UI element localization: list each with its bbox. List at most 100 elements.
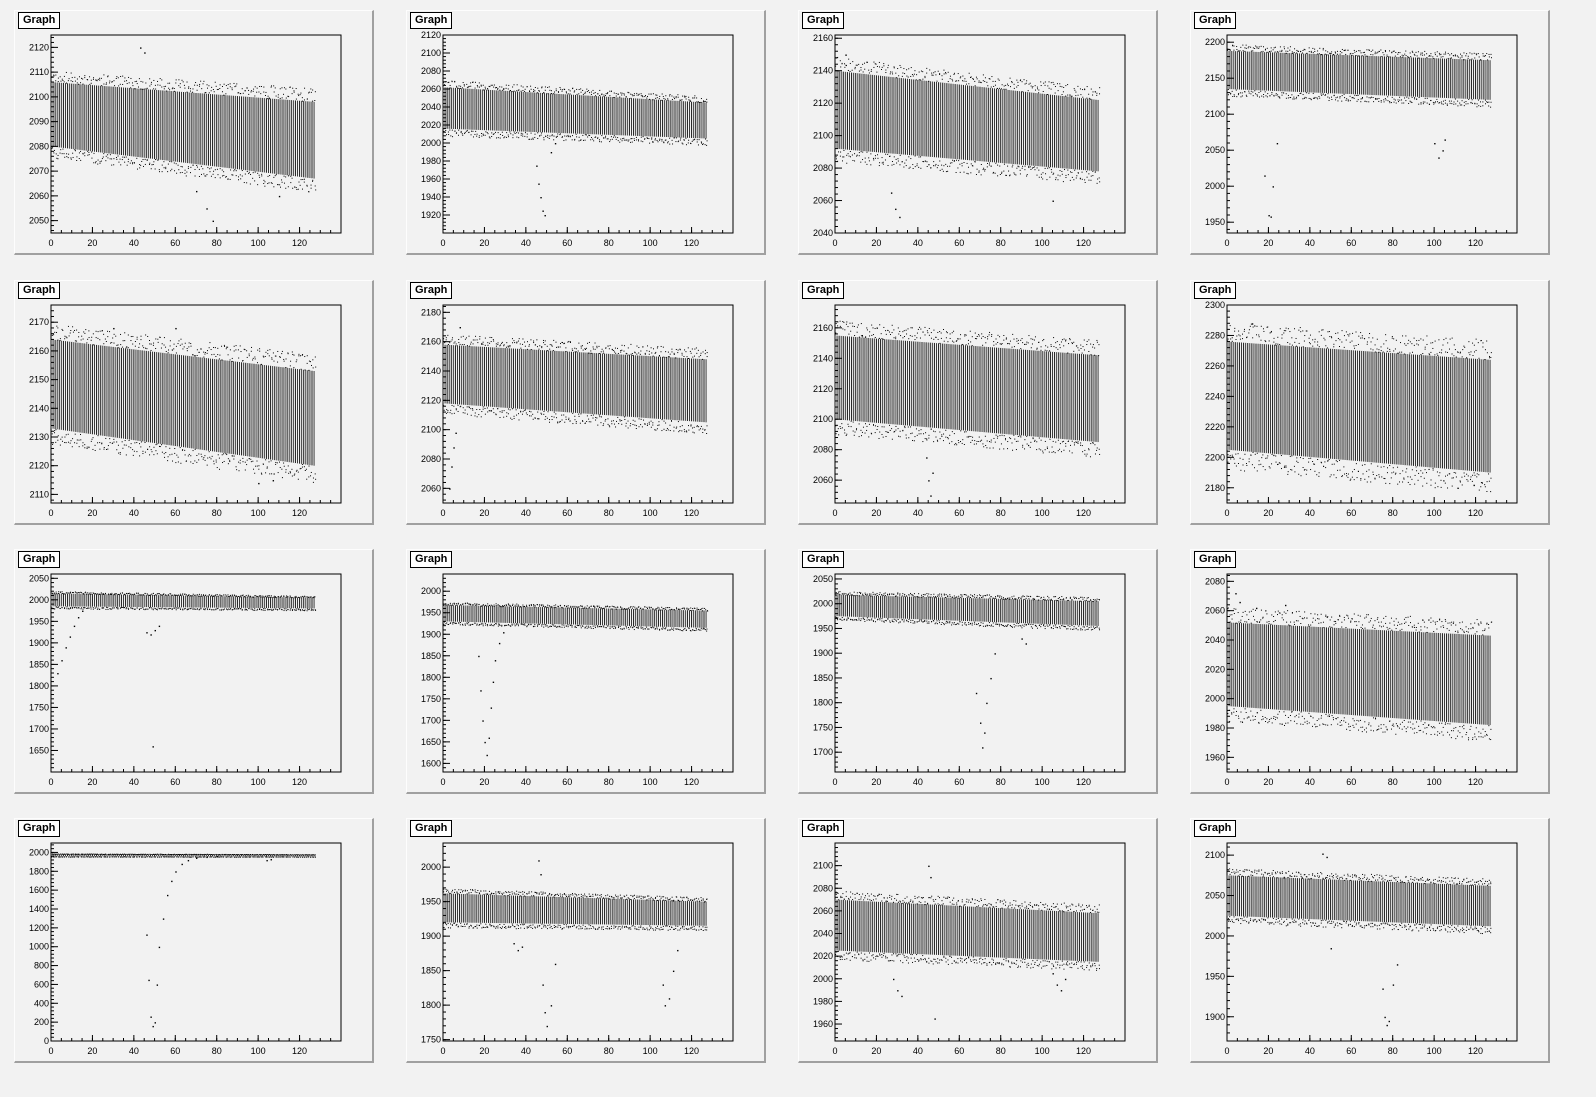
data-point [1231, 90, 1233, 92]
data-point [1322, 93, 1324, 95]
data-point [932, 74, 934, 76]
graph-pad-7[interactable]: 0 20 40 60 80 100 120 2060 2080 2100 2120 2140 2160 G… [798, 280, 1158, 525]
data-point [970, 441, 972, 443]
data-point [959, 77, 961, 79]
data-point [1032, 437, 1034, 439]
data-point [696, 101, 698, 103]
graph-pad-3[interactable]: 0 20 40 60 80 100 120 2040 2060 2080 2100 2120 2140 2… [798, 10, 1158, 255]
data-point [455, 409, 457, 411]
data-point [67, 325, 69, 327]
data-point [130, 447, 132, 449]
data-point [842, 328, 844, 330]
data-point [501, 410, 503, 412]
data-point [872, 327, 874, 329]
data-point [551, 344, 553, 346]
data-point [698, 356, 700, 358]
data-point [506, 412, 508, 414]
data-point [1467, 55, 1469, 57]
data-point [883, 63, 885, 65]
data-point [529, 90, 531, 92]
data-point [167, 82, 169, 84]
data-point [617, 347, 619, 349]
data-point [675, 137, 677, 139]
data-point [529, 410, 531, 412]
data-point [1007, 441, 1009, 443]
data-point [279, 88, 281, 90]
data-point [270, 86, 272, 88]
data-point [283, 358, 285, 360]
data-point [1024, 439, 1026, 441]
data-point [1236, 49, 1238, 51]
data-point [949, 165, 951, 167]
data-points [834, 320, 1101, 497]
data-point [1237, 94, 1239, 96]
data-point [260, 93, 262, 95]
data-point [285, 358, 287, 360]
data-point [548, 86, 550, 88]
data-point [543, 92, 545, 94]
data-point [848, 155, 850, 157]
graph-pad-1[interactable]: 0 20 40 60 80 100 120 2050 2060 2070 2080 2090 2100 2… [14, 10, 374, 255]
graph-pad-5[interactable]: 0 20 40 60 80 100 120 2110 2120 2130 2140 2150 2160 2… [14, 280, 374, 525]
data-point [628, 92, 630, 94]
data-point [1301, 52, 1303, 54]
data-point [842, 156, 844, 158]
data-point [466, 86, 468, 88]
data-point [248, 93, 250, 95]
graph-pad-6[interactable]: 0 20 40 60 80 100 120 2060 2080 2100 2120 2140 2160 2… [406, 280, 766, 525]
data-point [259, 348, 261, 350]
data-point [88, 154, 90, 156]
data-point [1356, 50, 1358, 52]
data-point [860, 67, 862, 69]
data-point [165, 446, 167, 448]
data-point [1009, 77, 1011, 79]
data-point [548, 137, 550, 139]
data-point [1422, 103, 1424, 105]
graph-pad-2[interactable]: 0 20 40 60 80 100 120 1920 1940 1960 1980 2000 2020 2… [406, 10, 766, 255]
data-point [644, 423, 646, 425]
data-point [943, 69, 945, 71]
x-tick-label: 20 [87, 238, 97, 248]
data-point [1295, 98, 1297, 100]
data-point [499, 137, 501, 139]
data-point [942, 440, 944, 442]
data-point [846, 321, 848, 323]
data-point [74, 329, 76, 331]
data-point [1300, 92, 1302, 94]
data-point [868, 72, 870, 74]
data-point [109, 442, 111, 444]
data-point [177, 164, 179, 166]
data-point [1040, 346, 1042, 348]
data-point [1094, 171, 1096, 173]
data-point [186, 81, 188, 83]
data-point [210, 349, 212, 351]
data-point [189, 172, 191, 174]
data-point [972, 78, 974, 80]
data-point [976, 335, 978, 337]
data-point [518, 419, 520, 421]
data-point [1019, 80, 1021, 82]
data-point [1484, 99, 1486, 101]
data-point [1395, 52, 1397, 54]
data-point [957, 73, 959, 75]
data-point [584, 93, 586, 95]
data-point [615, 138, 617, 140]
data-point [586, 420, 588, 422]
data-point [654, 352, 656, 354]
data-point [483, 134, 485, 136]
data-point [1401, 99, 1403, 101]
data-point [1075, 177, 1077, 179]
data-point [989, 447, 991, 449]
data-point [164, 456, 166, 458]
data-point [1264, 49, 1266, 51]
data-point [312, 477, 314, 479]
data-point [1026, 174, 1028, 176]
data-point [459, 406, 461, 408]
data-point [873, 61, 875, 63]
data-point [1358, 55, 1360, 57]
graph-pad-4[interactable]: 0 20 40 60 80 100 120 1950 2000 2050 2100 2150 2200 G… [1190, 10, 1550, 255]
data-point [1397, 53, 1399, 55]
data-point [706, 433, 708, 435]
data-point [569, 341, 571, 343]
data-point [690, 143, 692, 145]
